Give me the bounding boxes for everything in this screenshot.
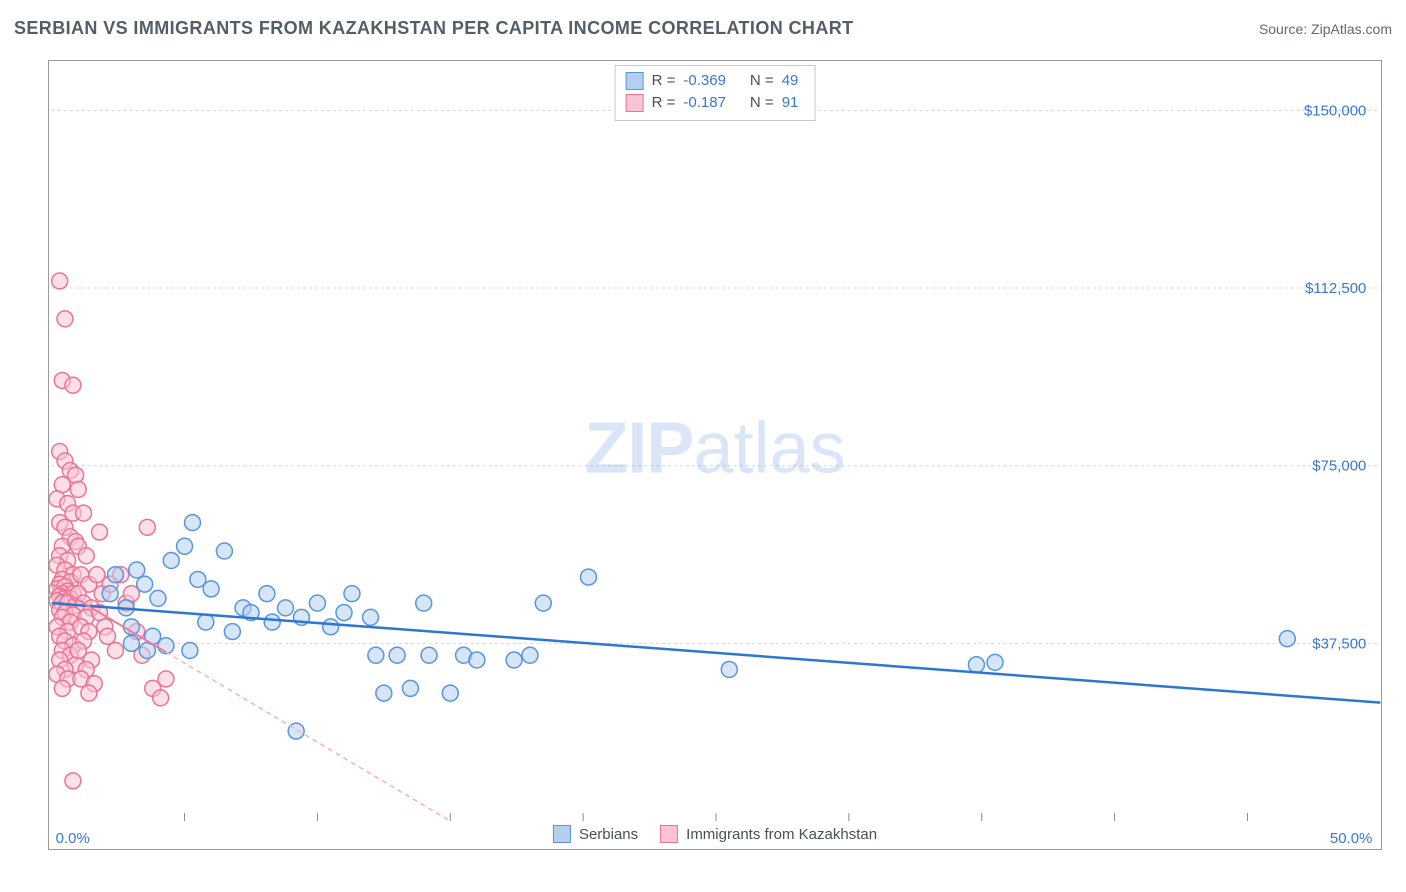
legend-text-serbians: Serbians [579,826,638,843]
svg-text:$75,000: $75,000 [1312,458,1366,475]
chart-plot-area: $37,500$75,000$112,500$150,0000.0%50.0% … [48,60,1382,850]
legend-N-blue: 49 [782,70,799,92]
legend-R-label2: R = [652,92,676,114]
svg-text:$150,000: $150,000 [1304,102,1366,119]
chart-title: SERBIAN VS IMMIGRANTS FROM KAZAKHSTAN PE… [14,18,854,39]
title-bar: SERBIAN VS IMMIGRANTS FROM KAZAKHSTAN PE… [14,18,1392,39]
legend-swatch-kazakhstan [660,825,678,843]
legend-N-label: N = [750,70,774,92]
legend-swatch-pink [626,94,644,112]
source-attribution: Source: ZipAtlas.com [1259,21,1392,37]
legend-stats: R = -0.369 N = 49 R = -0.187 N = 91 [615,65,816,121]
legend-swatch-blue [626,72,644,90]
legend-series: Serbians Immigrants from Kazakhstan [553,825,877,843]
legend-stat-row-pink: R = -0.187 N = 91 [626,92,799,114]
legend-item-kazakhstan: Immigrants from Kazakhstan [660,825,877,843]
legend-N-label2: N = [750,92,774,114]
legend-R-pink: -0.187 [683,92,726,114]
legend-item-serbians: Serbians [553,825,638,843]
scatter-svg: $37,500 $75,000 $112,500 $150,000 0.0% 50.0% [49,61,1381,849]
legend-R-blue: -0.369 [683,70,726,92]
legend-text-kazakhstan: Immigrants from Kazakhstan [686,826,877,843]
legend-swatch-serbians [553,825,571,843]
svg-text:$37,500: $37,500 [1312,635,1366,652]
svg-text:$112,500: $112,500 [1305,280,1366,297]
svg-text:0.0%: 0.0% [56,830,90,847]
legend-N-pink: 91 [782,92,799,114]
legend-stat-row-blue: R = -0.369 N = 49 [626,70,799,92]
svg-text:50.0%: 50.0% [1330,830,1372,847]
legend-R-label: R = [652,70,676,92]
